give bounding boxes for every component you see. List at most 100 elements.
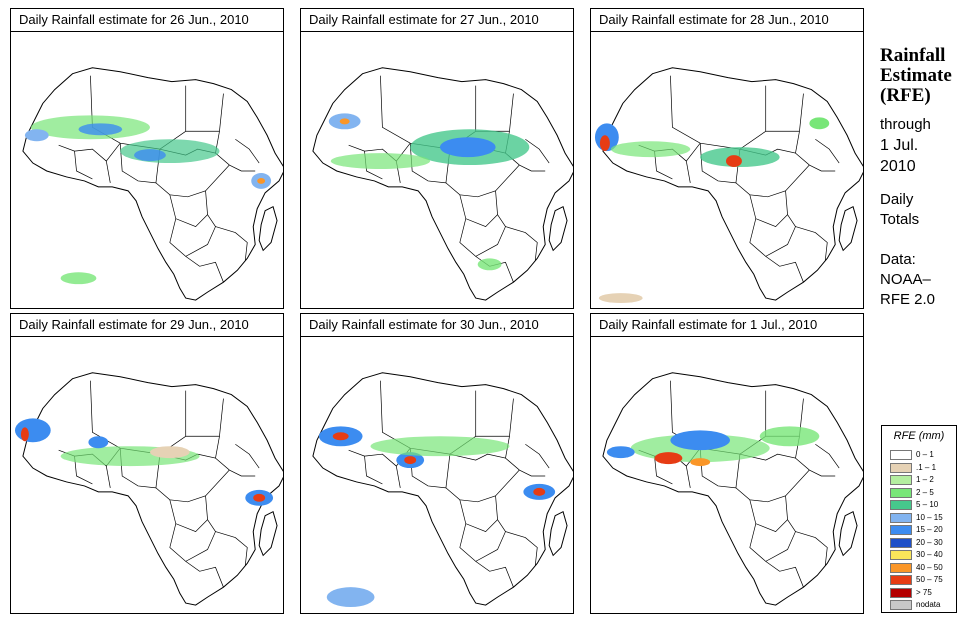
- africa-map: [312, 372, 573, 608]
- legend-label: 40 – 50: [916, 562, 943, 572]
- rain-area: [120, 139, 220, 164]
- rain-area: [759, 426, 820, 447]
- rain-area: [439, 137, 496, 158]
- panel-title: Daily Rainfall estimate for 1 Jul., 2010: [590, 313, 864, 337]
- legend-swatch: [890, 525, 912, 535]
- legend-swatch: [890, 462, 912, 473]
- legend-label: > 75: [916, 587, 932, 597]
- rain-area: [477, 258, 502, 271]
- legend-swatch: [890, 475, 912, 485]
- rain-area: [670, 430, 730, 451]
- rain-area: [257, 177, 266, 184]
- rain-area: [606, 446, 635, 459]
- legend-item: 15 – 20: [890, 525, 954, 535]
- rain-area: [726, 155, 742, 168]
- legend-swatch: [890, 562, 912, 573]
- legend-item: 1 – 2: [890, 475, 954, 485]
- legend-swatch: [890, 600, 912, 610]
- rain-area: [598, 293, 643, 304]
- rain-area: [78, 123, 123, 136]
- rain-area: [404, 456, 417, 465]
- rain-area: [690, 458, 711, 467]
- rfe-legend: RFE (mm) 0 – 1 .1 – 1 1 – 2 2 – 5 5 – 10 10 –…: [881, 425, 957, 613]
- legend-swatch: [890, 587, 912, 598]
- legend-item: 2 – 5: [890, 487, 954, 498]
- panel-title: Daily Rainfall estimate for 27 Jun., 201…: [300, 8, 574, 32]
- africa-map: [594, 67, 863, 304]
- sidebar-title-line: (RFE): [880, 85, 931, 106]
- legend-label: 30 – 40: [916, 550, 943, 559]
- legend-item: > 75: [890, 587, 954, 598]
- rain-area: [326, 587, 375, 608]
- map-panel-jun30: [300, 336, 574, 614]
- legend-swatch: [890, 537, 912, 548]
- legend-item: 20 – 30: [890, 537, 954, 548]
- panel-title: Daily Rainfall estimate for 30 Jun., 201…: [300, 313, 574, 337]
- africa-map: [22, 67, 283, 301]
- legend-swatch: [890, 512, 912, 523]
- panel-title: Daily Rainfall estimate for 29 Jun., 201…: [10, 313, 284, 337]
- legend-label: 50 – 75: [916, 575, 943, 584]
- rain-area: [88, 436, 109, 449]
- totals-line: Totals: [880, 211, 920, 228]
- legend-item: 0 – 1: [890, 450, 954, 460]
- rain-area: [599, 135, 610, 152]
- rain-area: [24, 129, 49, 142]
- through-date-line: 1 Jul.: [880, 137, 919, 154]
- rain-area: [60, 272, 97, 285]
- legend-label: 2 – 5: [916, 487, 934, 497]
- panel-title: Daily Rainfall estimate for 28 Jun., 201…: [590, 8, 864, 32]
- sidebar-title-line: Rainfall: [880, 45, 946, 66]
- legend-swatch: [890, 487, 912, 498]
- map-panel-jul01: [590, 336, 864, 614]
- legend-swatch: [890, 500, 912, 510]
- data-label: Data:: [880, 251, 916, 268]
- legend-label: nodata: [916, 600, 941, 609]
- sidebar-title: Rainfall Estimate (RFE): [880, 46, 952, 106]
- legend-swatch: [890, 575, 912, 585]
- legend-item: 30 – 40: [890, 550, 954, 560]
- map-panel-jun27: [300, 31, 574, 309]
- rain-area: [149, 446, 190, 459]
- map-panel-jun26: [10, 31, 284, 309]
- rain-area: [370, 436, 510, 457]
- sidebar-title-line: Estimate: [880, 65, 952, 86]
- legend-swatch: [890, 450, 912, 460]
- legend-item: 40 – 50: [890, 562, 954, 573]
- source-line: NOAA–: [880, 271, 931, 288]
- rain-area: [809, 117, 830, 130]
- africa-map: [14, 372, 283, 606]
- panel-title: Daily Rainfall estimate for 26 Jun., 201…: [10, 8, 284, 32]
- legend-label: 5 – 10: [916, 500, 939, 509]
- legend-item: .1 – 1: [890, 462, 954, 473]
- legend-label: .1 – 1: [916, 462, 937, 472]
- rain-area: [332, 432, 349, 441]
- map-panel-jun28: [590, 31, 864, 309]
- rain-area: [610, 141, 691, 158]
- rain-area: [339, 118, 350, 125]
- rain-area: [533, 487, 546, 496]
- legend-item: 10 – 15: [890, 512, 954, 523]
- through-date-line: 2010: [880, 158, 916, 175]
- map-panel-jun29: [10, 336, 284, 614]
- legend-title: RFE (mm): [893, 430, 945, 442]
- rain-area: [700, 147, 780, 168]
- source-line: RFE 2.0: [880, 291, 936, 308]
- legend-label: 15 – 20: [916, 525, 943, 534]
- legend-item: nodata: [890, 600, 954, 610]
- legend-label: 0 – 1: [916, 450, 934, 459]
- legend-swatch: [890, 550, 912, 560]
- legend-label: 1 – 2: [916, 475, 934, 484]
- through-label: through: [880, 116, 931, 133]
- rain-area: [20, 427, 29, 442]
- africa-map: [312, 67, 573, 301]
- rain-area: [330, 153, 431, 170]
- rain-area: [134, 149, 166, 162]
- rain-area: [253, 493, 266, 502]
- totals-line: Daily: [880, 191, 914, 208]
- legend-label: 20 – 30: [916, 537, 943, 547]
- legend-item: 5 – 10: [890, 500, 954, 510]
- africa-map: [602, 372, 863, 606]
- legend-label: 10 – 15: [916, 512, 943, 522]
- rain-area: [14, 418, 51, 443]
